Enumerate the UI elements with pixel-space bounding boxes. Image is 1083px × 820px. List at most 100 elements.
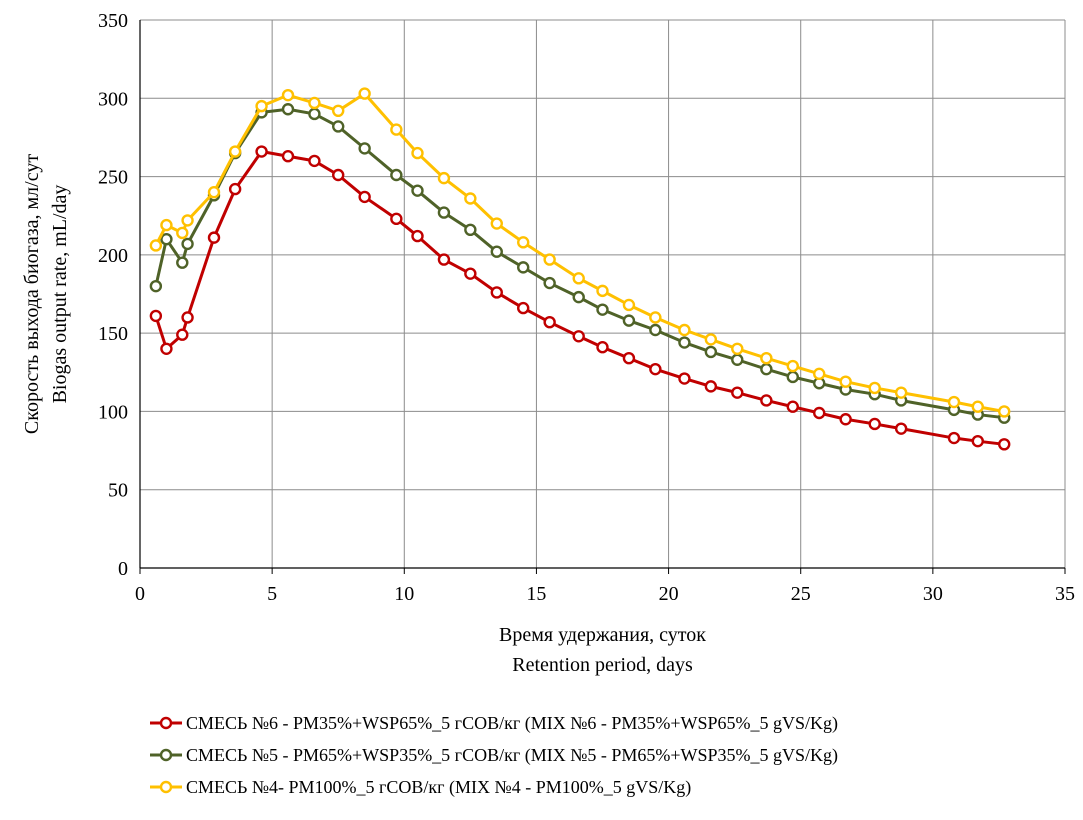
- data-point: [543, 276, 556, 290]
- y-tick-label: 250: [98, 167, 128, 189]
- data-point: [181, 237, 194, 251]
- y-tick-label: 300: [98, 88, 128, 110]
- data-point: [390, 123, 403, 136]
- data-point: [971, 434, 984, 448]
- data-point: [678, 372, 691, 385]
- x-axis-title: Время удержания, суток: [499, 624, 706, 646]
- data-point: [176, 226, 189, 240]
- legend: СМЕСЬ №6 - PM35%+WSP65%_5 гСОВ/кг (MIX №…: [150, 713, 838, 798]
- data-point: [517, 301, 530, 315]
- x-tick-label: 25: [791, 583, 811, 605]
- data-point: [464, 223, 477, 237]
- x-tick-label: 15: [526, 583, 546, 605]
- x-tick-label: 0: [135, 583, 145, 605]
- data-point: [332, 168, 345, 182]
- data-point: [543, 253, 556, 266]
- data-point: [760, 362, 773, 376]
- data-point: [704, 333, 718, 346]
- data-point: [998, 438, 1011, 451]
- data-point: [149, 279, 163, 293]
- data-point: [786, 370, 799, 384]
- data-point: [411, 229, 424, 243]
- data-point: [731, 386, 744, 399]
- axis-labels: 0 50 100 150 200 250 300 350 0 5 10 15 20 25 30 35 Время…: [21, 10, 1075, 676]
- data-point: [596, 303, 609, 316]
- data-point: [207, 231, 221, 244]
- data-point: [649, 323, 662, 337]
- data-point: [181, 214, 194, 227]
- x-tick-label: 30: [923, 583, 943, 605]
- data-point: [490, 286, 503, 299]
- data-point: [517, 236, 530, 249]
- data-point: [678, 323, 691, 337]
- data-point: [308, 96, 321, 110]
- data-point: [813, 406, 826, 420]
- data-point: [176, 256, 189, 269]
- data-point: [868, 381, 881, 395]
- legend-label: СМЕСЬ №5 - PM65%+WSP35%_5 гСОВ/кг (MIX №…: [186, 745, 838, 766]
- data-point: [255, 99, 268, 113]
- data-point: [281, 150, 295, 163]
- data-point: [149, 239, 163, 252]
- data-point: [572, 272, 585, 285]
- legend-marker: [159, 716, 173, 730]
- data-point: [731, 342, 744, 355]
- data-point: [649, 311, 662, 324]
- data-point: [390, 168, 403, 182]
- axes: [139, 20, 1066, 574]
- data-point: [228, 182, 242, 196]
- y-tick-label: 0: [118, 558, 128, 580]
- series-3: [149, 87, 1011, 418]
- data-point: [160, 342, 173, 355]
- data-point: [596, 284, 609, 298]
- data-point: [786, 400, 799, 413]
- data-point: [308, 107, 321, 121]
- data-point: [947, 431, 961, 445]
- data-point: [255, 145, 268, 158]
- series-line: [154, 150, 1005, 446]
- data-point: [678, 336, 691, 349]
- data-point: [868, 417, 881, 431]
- data-point: [894, 386, 908, 399]
- data-point: [760, 351, 773, 365]
- y-tick-label: 100: [98, 401, 128, 423]
- data-point: [947, 395, 961, 409]
- data-point: [649, 362, 662, 376]
- data-point: [332, 104, 345, 118]
- data-point: [281, 88, 295, 102]
- data-point: [437, 171, 451, 185]
- data-point: [332, 120, 345, 133]
- legend-marker: [159, 748, 173, 762]
- data-point: [731, 353, 744, 366]
- data-point: [704, 380, 718, 393]
- data-point: [437, 253, 451, 266]
- series-1: [149, 145, 1011, 451]
- data-point: [572, 290, 585, 304]
- x-tick-label: 35: [1055, 583, 1075, 605]
- data-point: [839, 375, 852, 388]
- y-tick-label: 50: [108, 480, 128, 502]
- data-point: [358, 87, 371, 100]
- data-point: [281, 103, 295, 116]
- data-point: [176, 328, 189, 341]
- data-point: [622, 314, 636, 327]
- legend-label: СМЕСЬ №6 - PM35%+WSP65%_5 гСОВ/кг (MIX №…: [186, 713, 838, 734]
- data-point: [464, 267, 477, 280]
- legend-marker: [159, 780, 173, 794]
- data-point: [207, 186, 221, 199]
- data-point: [971, 400, 984, 413]
- data-point: [411, 146, 424, 160]
- data-point: [358, 142, 371, 155]
- y-axis-title: Biogas output rate, mL/day: [49, 185, 71, 404]
- data-point: [149, 309, 163, 323]
- data-point: [839, 413, 852, 426]
- data-point: [437, 206, 451, 219]
- y-tick-label: 200: [98, 245, 128, 267]
- series-line: [154, 92, 1005, 413]
- data-point: [622, 298, 636, 312]
- data-point: [358, 190, 371, 204]
- y-axis-title: Скорость выхода биогаза, мл/сут: [21, 154, 43, 434]
- data-point: [490, 245, 503, 258]
- data-point: [517, 261, 530, 274]
